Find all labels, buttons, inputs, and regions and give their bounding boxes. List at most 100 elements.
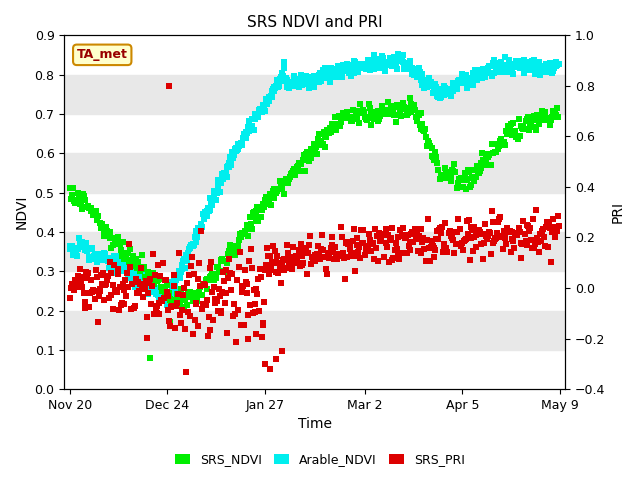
Point [335,122,345,130]
Point [278,180,289,187]
Point [230,145,240,153]
Point [323,252,333,260]
Point [385,236,396,244]
Point [177,306,187,314]
Point [108,282,118,289]
Point [209,276,219,284]
Point [546,63,556,71]
Point [131,259,141,267]
Point [256,213,266,221]
Point [543,114,554,121]
Point [394,57,404,65]
Point [314,131,324,138]
Point [114,306,124,314]
Point [471,243,481,251]
Point [482,66,492,73]
Point [315,255,325,263]
Point [121,252,131,260]
Point [356,239,367,247]
Point [515,132,525,140]
Point [164,82,174,90]
Point [351,61,361,69]
Point [86,207,97,215]
Point [253,307,264,315]
Point [531,60,541,68]
Point [84,303,94,311]
Point [116,301,126,309]
Point [553,212,563,220]
Point [407,70,417,78]
Point [101,228,111,236]
Point [198,210,208,217]
Point [527,244,538,252]
Point [486,69,496,76]
Point [189,291,199,299]
Point [468,69,478,77]
Point [322,72,332,79]
Point [476,240,486,248]
Point [421,133,431,141]
Point [335,61,345,69]
Point [145,354,156,361]
Point [346,113,356,121]
Point [531,114,541,122]
Point [438,91,449,99]
Point [321,265,331,273]
Point [136,270,147,278]
Point [266,191,276,199]
Point [70,248,81,256]
Point [374,59,384,66]
Point [410,107,420,114]
Point [340,276,350,283]
Point [536,237,546,245]
Point [81,239,91,247]
Point [307,253,317,261]
Point [233,306,243,313]
Point [231,147,241,155]
Point [128,272,138,280]
Point [308,151,318,158]
Point [348,238,358,245]
Point [239,321,249,328]
Point [389,103,399,110]
Point [176,319,186,326]
Point [386,234,396,242]
Point [349,113,360,121]
Point [76,197,86,205]
Point [350,267,360,275]
Point [307,73,317,81]
Point [182,249,193,256]
Point [74,195,84,203]
Point [246,264,257,272]
Point [492,67,502,74]
Point [206,200,216,207]
Point [487,62,497,70]
Point [185,244,195,252]
Point [380,231,390,239]
Point [383,108,394,116]
Point [420,77,431,84]
Point [437,174,447,182]
Point [550,111,561,119]
Point [403,106,413,114]
Point [125,270,136,277]
Point [360,65,371,73]
Point [159,295,169,302]
Point [122,269,132,277]
Point [250,300,260,308]
Point [543,64,553,72]
Point [447,166,457,174]
Point [415,69,425,76]
Point [456,79,466,86]
Point [209,283,219,290]
Point [530,63,540,71]
Point [465,181,476,189]
Point [401,234,411,241]
Point [358,107,368,114]
Point [394,103,404,110]
Point [317,141,328,149]
Point [165,288,175,296]
Point [193,276,204,283]
Point [172,299,182,307]
Point [261,262,271,269]
